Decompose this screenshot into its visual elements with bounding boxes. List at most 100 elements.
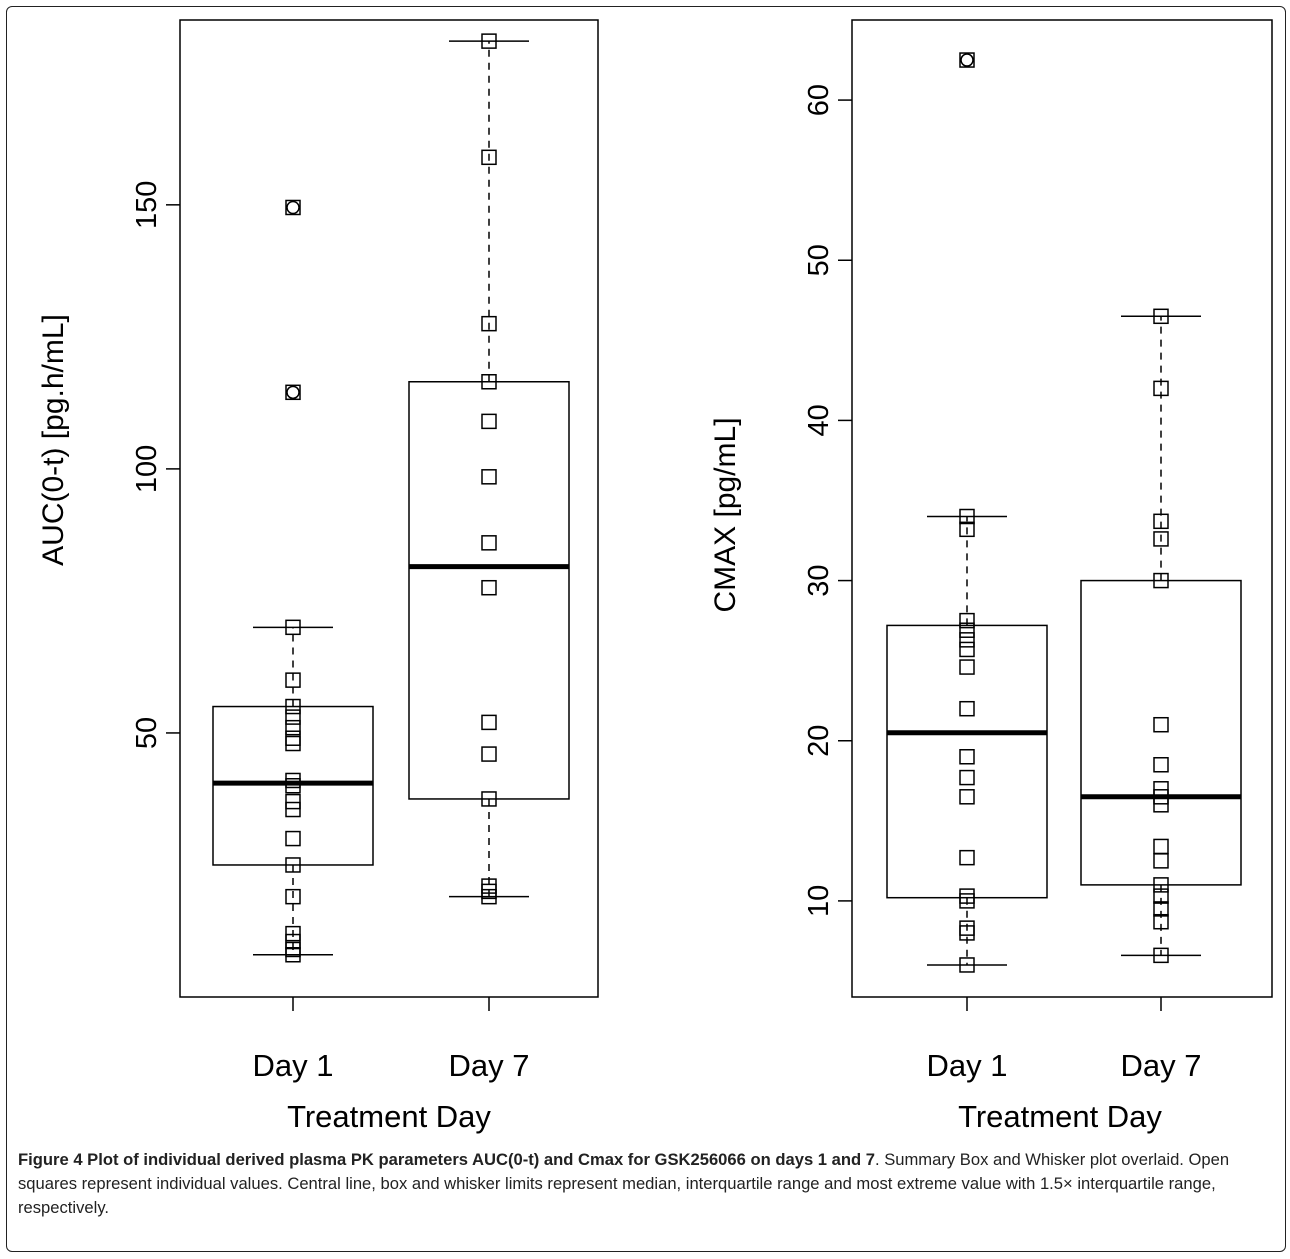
- x-axis-label: Treatment Day: [287, 1099, 491, 1134]
- individual-value-point: [959, 508, 975, 525]
- chart-panel-2: 10 20 30 40 50 60 CMAX [pg/mL] Day 1 Day 7 Treatm…: [709, 19, 1273, 1134]
- individual-value-point: [285, 888, 301, 905]
- individual-value-point: [481, 413, 497, 430]
- y-axis-label: AUC(0-t) [pg.h/mL]: [37, 314, 70, 566]
- caption-label: Figure 4 Plot of individual derived plas…: [18, 1150, 875, 1169]
- outlier-value-point: [285, 199, 301, 216]
- individual-value-point: [959, 789, 975, 805]
- individual-value-point: [481, 535, 497, 551]
- individual-value-point: [285, 730, 301, 746]
- individual-value-point: [285, 941, 301, 958]
- x-tick-label: Day 7: [1121, 1048, 1202, 1083]
- individual-value-point: [481, 878, 497, 894]
- box-day-1: [212, 199, 374, 963]
- individual-value-point: [959, 849, 975, 866]
- individual-value-point: [959, 659, 975, 675]
- individual-value-point: [959, 769, 975, 786]
- individual-value-point: [1153, 380, 1169, 397]
- figure-charts: 50 100 150 AUC(0-t) [pg.h/mL] Day 1 Day 7 Trea…: [37, 19, 1273, 1134]
- x-tick-label: Day 1: [253, 1048, 334, 1083]
- individual-value-point: [1153, 913, 1169, 930]
- y-tick-label: 50: [131, 717, 163, 749]
- individual-value-point: [1153, 797, 1169, 813]
- caption-text: . Summary Box and Whisker plot overlaid.…: [18, 1150, 1230, 1217]
- figure-frame: [6, 6, 1286, 1252]
- box-day-1: [886, 52, 1048, 973]
- y-tick-label: 100: [131, 445, 163, 493]
- interquartile-box: [1080, 579, 1242, 886]
- outlier-value-point: [285, 384, 301, 401]
- interquartile-box: [408, 381, 570, 800]
- individual-value-point: [285, 793, 301, 810]
- individual-value-point: [285, 801, 301, 818]
- chart-panel-1: 50 100 150 AUC(0-t) [pg.h/mL] Day 1 Day 7 Trea…: [37, 19, 599, 1134]
- x-axis-label: Treatment Day: [958, 1099, 1162, 1134]
- individual-value-point: [959, 612, 975, 629]
- y-tick-label: 150: [131, 181, 163, 229]
- interquartile-box: [212, 705, 374, 866]
- figure-caption: Figure 4 Plot of individual derived plas…: [18, 1148, 1280, 1220]
- individual-value-point: [285, 857, 301, 873]
- individual-value-point: [285, 772, 301, 789]
- individual-value-point: [1153, 947, 1169, 964]
- individual-value-point: [481, 746, 497, 762]
- individual-value-point: [1153, 308, 1169, 325]
- individual-value-point: [959, 749, 975, 765]
- individual-value-point: [481, 469, 497, 485]
- individual-value-point: [1153, 716, 1169, 733]
- x-tick-label: Day 7: [449, 1048, 530, 1083]
- y-tick-label: 40: [803, 404, 835, 436]
- individual-value-point: [1153, 901, 1169, 917]
- individual-value-point: [285, 933, 301, 950]
- individual-value-point: [1153, 757, 1169, 773]
- individual-value-point: [481, 33, 497, 49]
- individual-value-point: [285, 830, 301, 847]
- individual-value-point: [481, 374, 497, 390]
- individual-value-point: [1153, 838, 1169, 855]
- individual-value-point: [285, 925, 301, 942]
- individual-value-point: [285, 735, 301, 752]
- y-tick-label: 30: [803, 564, 835, 596]
- box-day-7: [1080, 308, 1242, 964]
- individual-value-point: [1153, 781, 1169, 797]
- box-day-7: [408, 33, 570, 905]
- individual-value-point: [285, 698, 301, 715]
- y-axis-label: CMAX [pg/mL]: [709, 417, 742, 612]
- individual-value-point: [1153, 513, 1169, 530]
- individual-value-point: [959, 957, 975, 973]
- individual-value-point: [1153, 853, 1169, 869]
- individual-value-point: [285, 719, 301, 736]
- individual-value-point: [1153, 572, 1169, 589]
- individual-value-point: [285, 672, 301, 688]
- individual-value-point: [1153, 877, 1169, 893]
- y-tick-label: 50: [803, 244, 835, 276]
- outlier-value-point: [959, 52, 975, 68]
- individual-value-point: [959, 622, 975, 638]
- individual-value-point: [1153, 531, 1169, 547]
- individual-value-point: [959, 920, 975, 936]
- individual-value-point: [1153, 888, 1169, 904]
- individual-value-point: [285, 619, 301, 636]
- x-tick-label: Day 1: [927, 1048, 1008, 1083]
- individual-value-point: [959, 632, 975, 648]
- individual-value-point: [959, 888, 975, 904]
- individual-value-point: [285, 709, 301, 725]
- y-tick-label: 20: [803, 725, 835, 757]
- y-tick-label: 60: [803, 84, 835, 116]
- outlier-marker: [960, 53, 974, 67]
- plot-area-frame: [851, 19, 1273, 998]
- interquartile-box: [886, 624, 1048, 899]
- outlier-marker: [286, 385, 300, 400]
- individual-value-point: [1153, 789, 1169, 805]
- individual-value-point: [481, 791, 497, 807]
- y-tick-label: 10: [803, 885, 835, 917]
- outlier-marker: [286, 200, 300, 215]
- individual-value-point: [481, 579, 497, 596]
- individual-value-point: [481, 149, 497, 166]
- individual-value-point: [481, 714, 497, 731]
- plot-area-frame: [179, 19, 599, 998]
- individual-value-point: [959, 641, 975, 658]
- individual-value-point: [959, 521, 975, 538]
- individual-value-point: [959, 700, 975, 717]
- individual-value-point: [481, 315, 497, 332]
